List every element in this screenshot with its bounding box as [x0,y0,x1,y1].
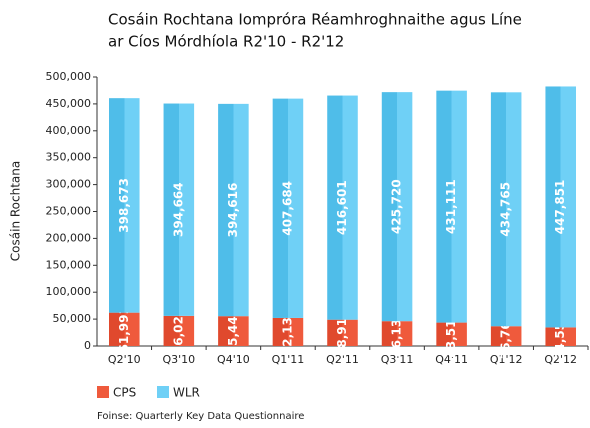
bar-segment [381,321,413,346]
y-tick-label: 250,000 [46,205,92,218]
value-label: 394,664 [171,182,185,237]
bar-segment [163,103,195,316]
bar-segment [163,315,195,346]
x-tick-label: Q1'11 [272,353,305,366]
bar-segment [327,319,358,346]
x-tick-label: Q3'10 [162,353,195,366]
bar-segment [381,92,413,322]
legend-swatch [97,386,109,398]
x-tick-label: Q2'10 [108,353,141,366]
value-label: 425,720 [390,179,404,234]
chart-title: ar Cíos Mórdhíola R2'10 - R2'12 [108,33,344,51]
value-label: 46,134 [390,310,404,356]
y-tick-label: 350,000 [46,151,92,164]
bar-segment [327,95,358,320]
y-tick-label: 400,000 [46,124,92,137]
bar-segment [490,92,522,327]
y-tick-label: 150,000 [46,258,92,271]
bar-segment [218,316,249,346]
value-label: 407,684 [280,181,294,236]
legend-label: WLR [173,386,200,400]
bar-segment [436,322,467,346]
value-label: 398,673 [117,178,131,233]
value-label: 52,137 [280,309,294,355]
chart-title: Cosáin Rochtana Iompróra Réamhroghnaithe… [108,11,522,29]
bar-segment [109,98,140,313]
value-label: 416,601 [335,180,349,235]
x-tick-label: Q1'12 [490,353,523,366]
source: Foinse: Quarterly Key Data Questionnaire [97,411,304,422]
x-tick-label: Q4'10 [217,353,250,366]
bar-segment [218,103,249,317]
y-tick-label: 200,000 [46,231,92,244]
y-tick-label: 100,000 [46,285,92,298]
bar-segment [545,86,576,328]
value-label: 43,519 [444,311,458,357]
value-label: 61,991 [117,306,131,352]
bar-segment [272,98,304,318]
value-label: 56,021 [171,308,185,354]
bar-segment [272,317,304,346]
bar-segment [545,327,576,346]
value-label: 431,111 [444,179,458,234]
value-label: 48,911 [335,310,349,356]
y-tick-label: 300,000 [46,178,92,191]
bar-segment [490,326,522,346]
x-tick-label: Q3'11 [381,353,414,366]
bar-segment [109,312,140,346]
bar-segment [436,90,467,323]
legend-label: CPS [113,386,136,400]
value-label: 55,444 [226,308,240,354]
value-label: 434,765 [499,182,513,237]
y-tick-label: 0 [84,339,91,352]
legend-swatch [157,386,169,398]
x-tick-label: Q2'12 [544,353,577,366]
x-tick-label: Q2'11 [326,353,359,366]
y-tick-label: 500,000 [46,70,92,83]
x-tick-label: Q4'11 [435,353,468,366]
value-label: 447,851 [553,180,567,235]
y-tick-label: 50,000 [53,312,92,325]
value-label: 394,616 [226,183,240,238]
y-axis-label: Cosáin Rochtana [9,161,23,261]
y-tick-label: 450,000 [46,97,92,110]
